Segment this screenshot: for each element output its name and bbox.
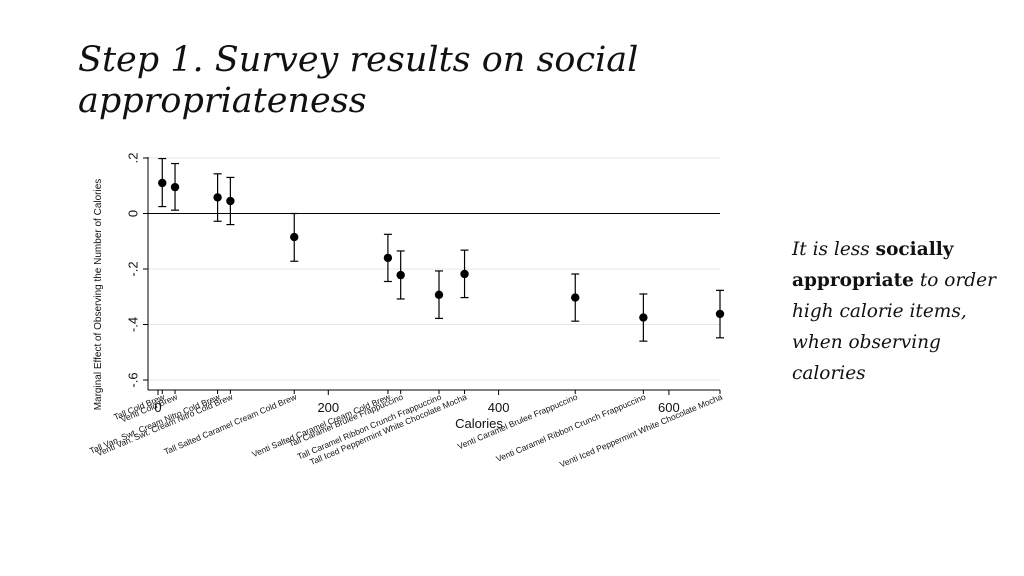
x-tick-label: 0 <box>154 400 161 415</box>
note-text-2: to order high calorie items, when observ… <box>792 270 996 384</box>
x-tick-label: 400 <box>488 400 510 415</box>
data-point <box>396 250 405 300</box>
y-tick-label: 0 <box>126 210 141 217</box>
x-ticks: 0 200 400 600 <box>154 390 721 415</box>
data-point <box>639 293 648 342</box>
point-marker <box>226 196 235 206</box>
point-marker <box>383 253 393 263</box>
point-marker <box>158 178 167 188</box>
y-tick-label: -.6 <box>126 372 141 387</box>
data-point <box>460 249 469 299</box>
data-point <box>434 270 444 319</box>
y-ticks: .2 0 -.2 -.4 -.6 <box>126 153 148 388</box>
data-point <box>226 176 235 226</box>
data-point <box>715 289 725 339</box>
data-point <box>170 162 180 211</box>
y-tick-label: -.2 <box>126 261 141 276</box>
point-marker <box>460 269 469 279</box>
data-points <box>158 157 725 342</box>
data-point <box>383 233 393 283</box>
x-tick-label: 600 <box>658 400 680 415</box>
note-text-1: It is less <box>792 239 876 260</box>
point-marker <box>290 232 299 242</box>
y-tick-label: .2 <box>126 153 141 164</box>
data-point <box>571 273 580 322</box>
point-marker <box>434 290 444 300</box>
point-marker <box>213 193 222 202</box>
grid-lines <box>148 157 720 381</box>
note-text-emphasis: socially appropriate <box>792 239 954 291</box>
slide-title: Step 1. Survey results on social appropr… <box>78 40 639 121</box>
data-point <box>213 173 222 222</box>
side-note: It is less socially appropriate to order… <box>792 234 1007 389</box>
x-tick-label: 200 <box>317 400 339 415</box>
point-marker <box>639 313 648 322</box>
data-point <box>158 157 167 208</box>
point-marker <box>170 182 180 192</box>
point-marker <box>571 293 580 302</box>
y-axis-title: Marginal Effect of Observing the Number … <box>93 179 104 411</box>
data-point <box>290 212 299 262</box>
y-tick-label: -.4 <box>126 317 141 332</box>
point-marker <box>715 309 725 319</box>
point-marker <box>396 270 405 280</box>
axes <box>147 157 720 391</box>
x-axis-title: Calories <box>455 416 503 431</box>
